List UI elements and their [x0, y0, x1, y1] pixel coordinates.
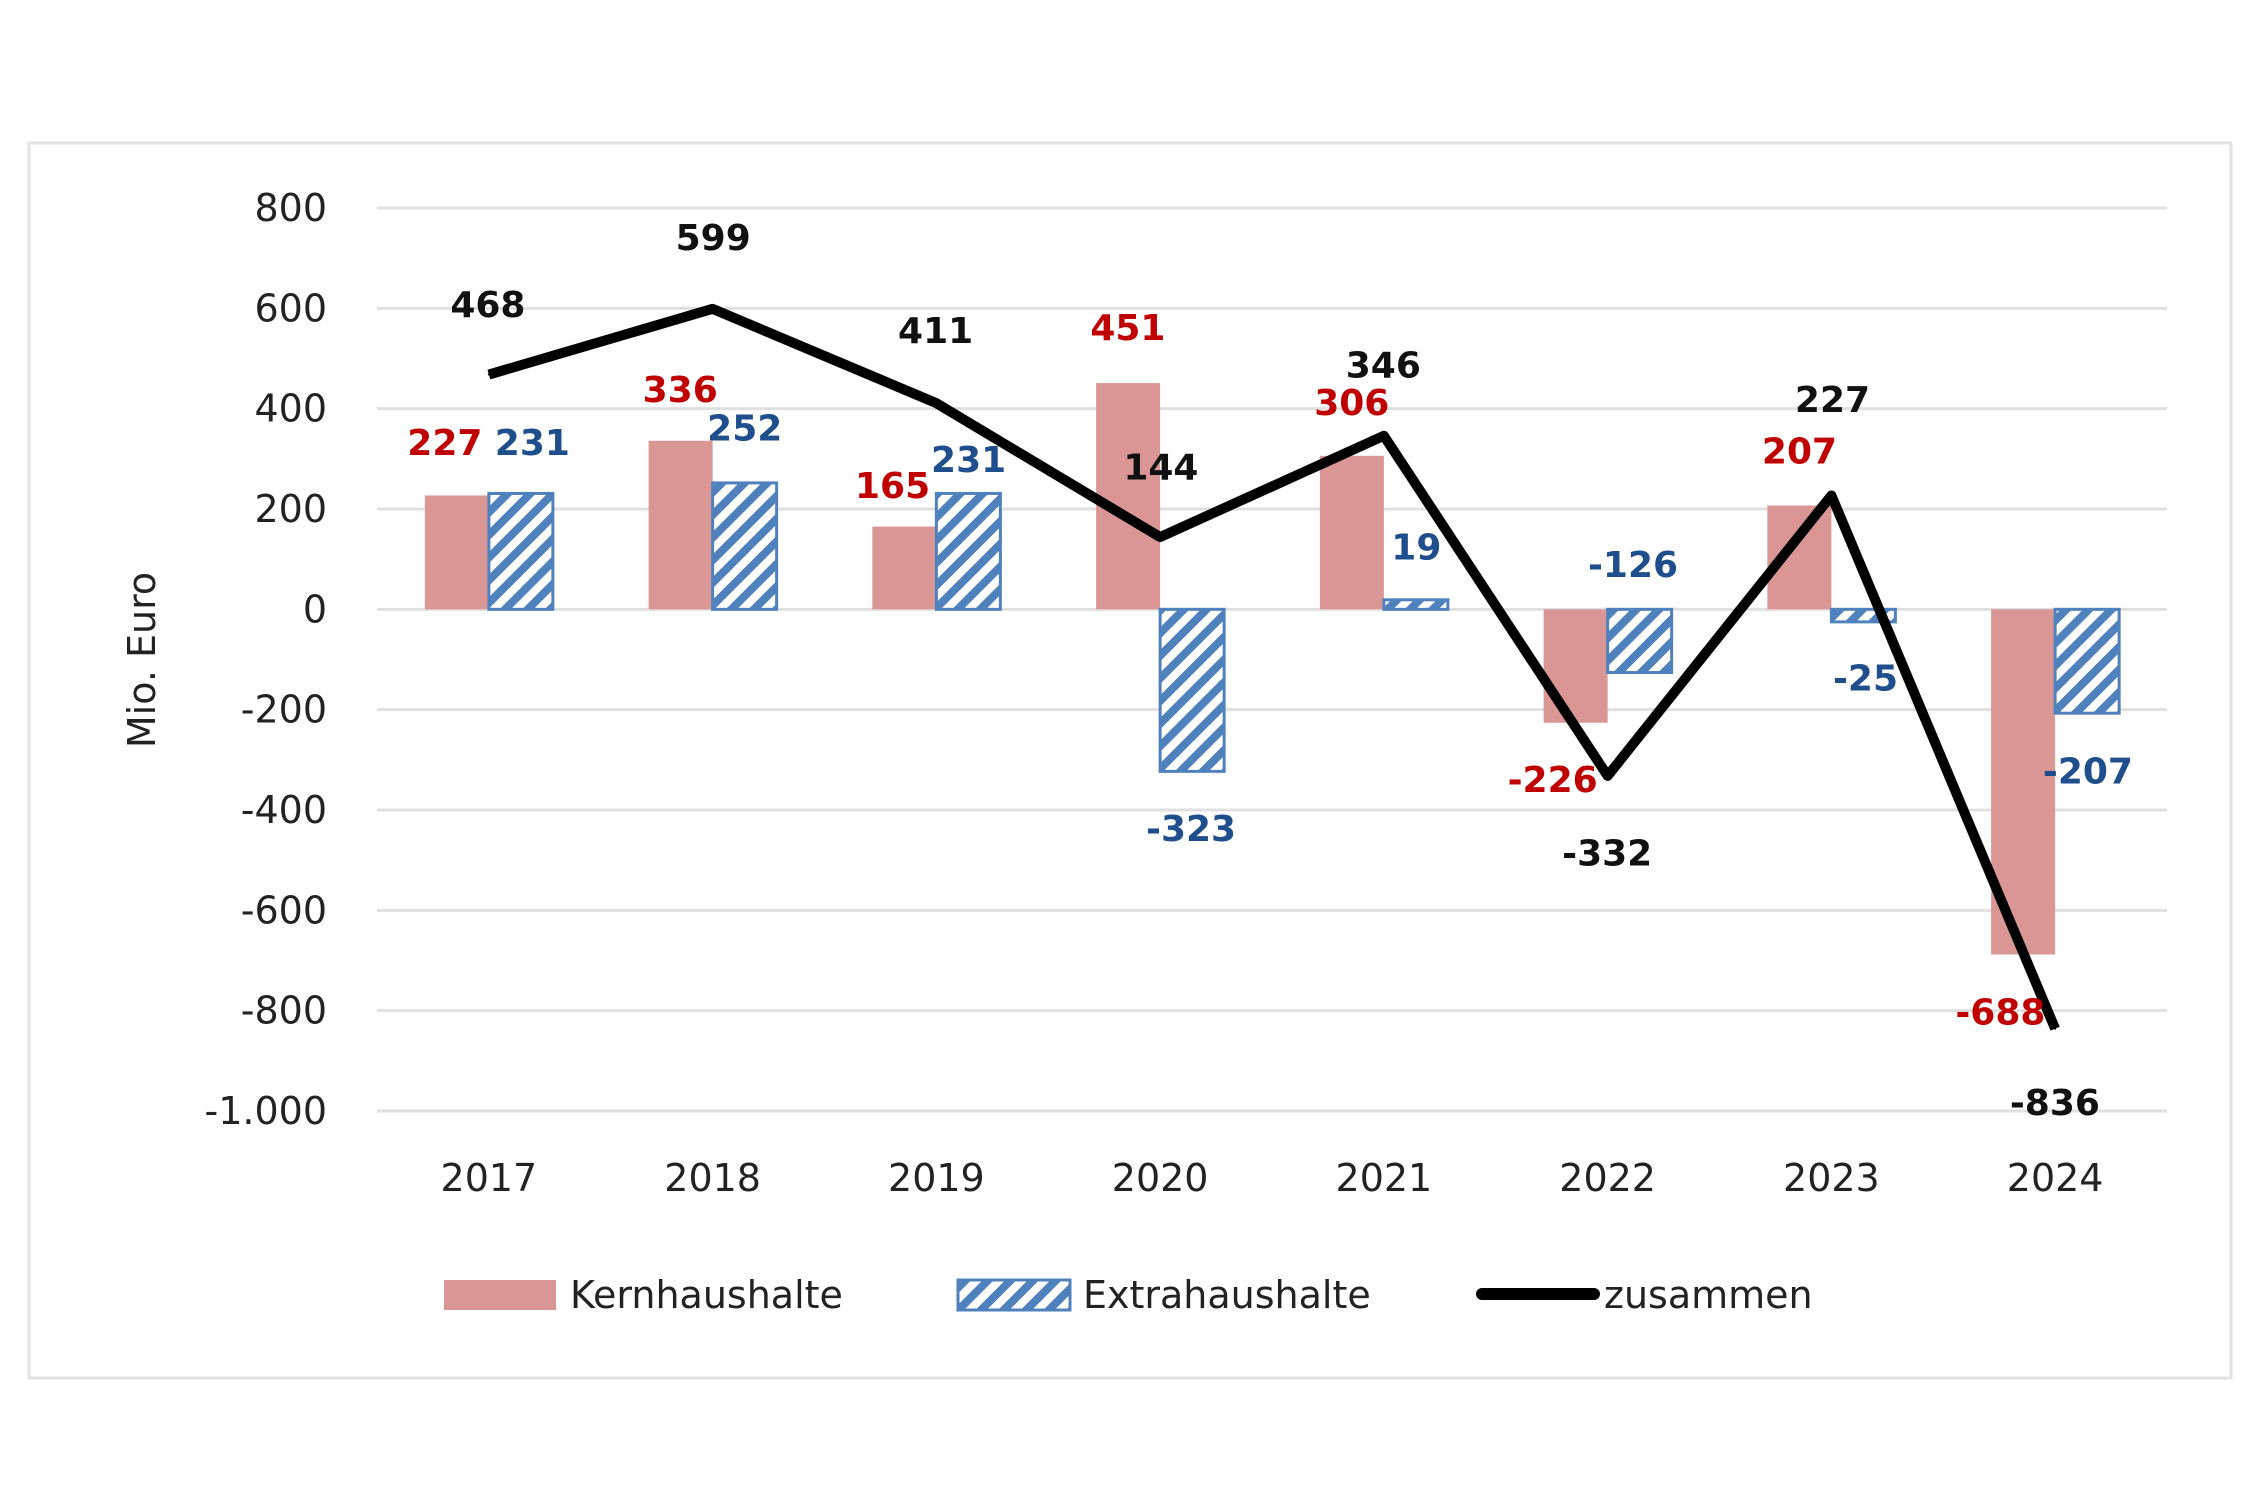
label-zusammen: 346	[1346, 345, 1421, 386]
y-tick-label: 600	[254, 286, 327, 330]
legend-label-kernhaushalte: Kernhaushalte	[570, 1273, 843, 1317]
label-zusammen: 411	[898, 311, 973, 352]
y-tick-label: -800	[241, 989, 327, 1033]
bar-kernhaushalte	[872, 526, 937, 610]
label-kernhaushalte: 227	[407, 423, 482, 464]
label-kernhaushalte: 451	[1090, 308, 1165, 349]
line-series	[487, 303, 2060, 1031]
label-extrahaushalte: 252	[707, 409, 782, 450]
line-zusammen	[487, 303, 2060, 1031]
point-zusammen	[487, 373, 490, 376]
y-tick-label: -600	[241, 888, 327, 932]
label-kernhaushalte: 207	[1762, 432, 1837, 473]
y-tick-label: 200	[254, 487, 327, 531]
label-zusammen: 599	[676, 218, 751, 259]
bar-kernhaushalte	[424, 495, 489, 610]
legend-label-zusammen: zusammen	[1604, 1273, 1813, 1317]
y-tick-label: -400	[241, 788, 327, 832]
y-tick-labels: 800 600 400 200 0 -200 -400 -600 -800 -1.000	[205, 186, 328, 1133]
label-kernhaushalte: 336	[643, 370, 718, 411]
point-zusammen	[2054, 1027, 2057, 1030]
label-extrahaushalte: 231	[931, 440, 1006, 481]
bar-extrahaushalte	[934, 491, 1002, 611]
x-tick-label: 2018	[664, 1156, 761, 1200]
point-zusammen	[1606, 774, 1609, 777]
bar-extrahaushalte	[487, 491, 555, 611]
bar-extrahaushalte	[711, 481, 779, 611]
chart-frame	[27, 141, 2233, 1380]
legend: Kernhaushalte Extrahaushalte zusammen	[444, 1273, 1813, 1317]
bar-extrahaushalte	[1382, 598, 1450, 611]
y-axis-label: Mio. Euro	[120, 572, 164, 748]
bar-kernhaushalte	[1319, 455, 1384, 610]
bar-extrahaushalte	[2053, 607, 2121, 715]
label-kernhaushalte: 165	[855, 466, 930, 507]
y-tick-label: -200	[241, 688, 327, 732]
x-tick-label: 2022	[1559, 1156, 1656, 1200]
bar-kernhaushalte	[648, 440, 713, 610]
label-extrahaushalte: -25	[1833, 658, 1898, 699]
label-zusammen: -836	[2010, 1083, 2100, 1124]
legend-swatch-extrahaushalte	[956, 1278, 1072, 1312]
point-zusammen	[711, 307, 714, 310]
point-zusammen	[935, 402, 938, 405]
y-tick-label: -1.000	[205, 1089, 328, 1133]
label-extrahaushalte: -126	[1588, 545, 1678, 586]
gridlines	[377, 206, 2167, 1113]
y-tick-label: 0	[303, 587, 327, 631]
bar-extrahaushalte	[1606, 607, 1674, 675]
bar-kernhaushalte	[1543, 609, 1608, 723]
label-kernhaushalte: -688	[1955, 993, 2045, 1034]
label-zusammen: -332	[1562, 833, 1652, 874]
legend-label-extrahaushalte: Extrahaushalte	[1083, 1273, 1371, 1317]
y-tick-label: 800	[254, 186, 327, 230]
label-extrahaushalte: 19	[1391, 528, 1441, 569]
y-tick-label: 400	[254, 387, 327, 431]
label-zusammen: 144	[1123, 447, 1198, 488]
data-labels: 227 336 165 451 306 -226 207 -688 231 252 231 -323 1…	[407, 218, 2133, 1124]
x-tick-label: 2020	[1112, 1156, 1209, 1200]
label-kernhaushalte: 306	[1314, 383, 1389, 424]
label-extrahaushalte: -207	[2043, 752, 2133, 793]
label-kernhaushalte: -226	[1508, 760, 1598, 801]
x-tick-label: 2021	[1336, 1156, 1433, 1200]
x-tick-label: 2017	[441, 1156, 538, 1200]
x-tick-label: 2019	[888, 1156, 985, 1200]
point-zusammen	[1830, 494, 1833, 497]
legend-swatch-kernhaushalte	[444, 1280, 556, 1310]
label-zusammen: 227	[1795, 380, 1870, 421]
label-extrahaushalte: 231	[495, 423, 570, 464]
point-zusammen	[1159, 536, 1162, 539]
bar-kernhaushalte	[1096, 383, 1161, 610]
bar-extrahaushalte	[1158, 607, 1226, 773]
label-zusammen: 468	[450, 285, 525, 326]
x-tick-labels: 2017 2018 2019 2020 2021 2022 2023 2024	[441, 1156, 2104, 1200]
label-extrahaushalte: -323	[1146, 809, 1236, 850]
x-tick-label: 2023	[1783, 1156, 1880, 1200]
x-tick-label: 2024	[2007, 1156, 2104, 1200]
point-zusammen	[1382, 434, 1385, 437]
